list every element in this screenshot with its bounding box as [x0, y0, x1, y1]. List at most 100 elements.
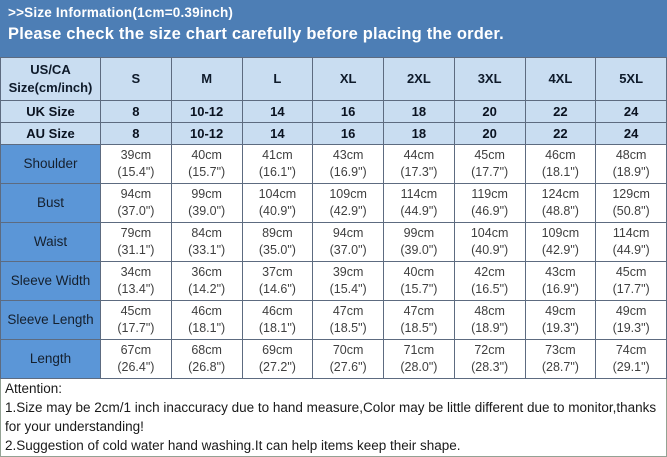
value-cell: 46cm (18.1"): [524, 144, 597, 184]
value-cell: 114cm (44.9"): [595, 222, 667, 262]
value-cell: 36cm (14.2"): [170, 261, 243, 301]
value-cell: 129cm (50.8"): [595, 183, 667, 223]
row-label: Sleeve Length: [0, 300, 101, 340]
value-cell: 47cm (18.5"): [312, 300, 384, 340]
value-cell: 41cm (16.1"): [241, 144, 314, 184]
table-row: Sleeve Width 34cm (13.4") 36cm (14.2") 37cm…: [0, 261, 667, 301]
size-table-body: UK Size 8 10-12 14 16 18 20 22 24 AU Size 8 10-12 14…: [0, 100, 667, 379]
table-row: UK Size 8 10-12 14 16 18 20 22 24: [0, 100, 667, 123]
size-info-title: >>Size Information(1cm=0.39inch): [8, 5, 234, 20]
attention-note: Attention: 1.Size may be 2cm/1 inch inac…: [0, 379, 667, 457]
value-cell: 94cm (37.0"): [100, 183, 172, 223]
table-row: Waist 79cm (31.1") 84cm (33.1") 89cm (35.0"…: [0, 222, 667, 262]
value-cell: 46cm (18.1"): [241, 300, 314, 340]
attention-heading: Attention:: [5, 381, 63, 396]
value-cell: 49cm (19.3"): [524, 300, 597, 340]
value-cell: 46cm (18.1"): [170, 300, 243, 340]
row-label: Length: [0, 339, 101, 379]
value-cell: 68cm (26.8"): [170, 339, 243, 379]
value-cell: 104cm (40.9"): [241, 183, 314, 223]
value-cell: 20: [453, 122, 526, 145]
value-cell: 84cm (33.1"): [170, 222, 243, 262]
value-cell: 8: [100, 100, 172, 123]
value-cell: 39cm (15.4"): [100, 144, 172, 184]
value-cell: 104cm (40.9"): [453, 222, 526, 262]
size-column-header: XL: [312, 57, 384, 101]
value-cell: 48cm (18.9"): [453, 300, 526, 340]
attention-line-2: 2.Suggestion of cold water hand washing.…: [5, 437, 461, 453]
size-column-header: M: [170, 57, 243, 101]
table-row: Shoulder 39cm (15.4") 40cm (15.7") 41cm (16…: [0, 144, 667, 184]
value-cell: 109cm (42.9"): [312, 183, 384, 223]
value-cell: 72cm (28.3"): [453, 339, 526, 379]
value-cell: 43cm (16.9"): [524, 261, 597, 301]
value-cell: 114cm (44.9"): [383, 183, 455, 223]
row-label: Bust: [0, 183, 101, 223]
value-cell: 73cm (28.7"): [524, 339, 597, 379]
table-row: Sleeve Length 45cm (17.7") 46cm (18.1") 46c…: [0, 300, 667, 340]
table-row: AU Size 8 10-12 14 16 18 20 22 24: [0, 122, 667, 145]
size-column-header: S: [100, 57, 172, 101]
value-cell: 47cm (18.5"): [383, 300, 455, 340]
value-cell: 43cm (16.9"): [312, 144, 384, 184]
value-cell: 45cm (17.7"): [100, 300, 172, 340]
row-label: Waist: [0, 222, 101, 262]
value-cell: 99cm (39.0"): [170, 183, 243, 223]
value-cell: 42cm (16.5"): [453, 261, 526, 301]
value-cell: 45cm (17.7"): [595, 261, 667, 301]
value-cell: 16: [312, 100, 384, 123]
value-cell: 10-12: [170, 100, 243, 123]
value-cell: 14: [241, 122, 314, 145]
size-table-header: US/CA Size(cm/inch) S M L XL 2XL 3XL 4XL 5XL: [0, 57, 667, 101]
value-cell: 34cm (13.4"): [100, 261, 172, 301]
size-chart-notice: Please check the size chart carefully be…: [8, 25, 504, 43]
value-cell: 10-12: [170, 122, 243, 145]
size-column-header: 4XL: [524, 57, 597, 101]
banner: >>Size Information(1cm=0.39inch) Please …: [0, 0, 667, 57]
value-cell: 99cm (39.0"): [383, 222, 455, 262]
corner-header-cell: US/CA Size(cm/inch): [0, 57, 101, 101]
value-cell: 74cm (29.1"): [595, 339, 667, 379]
value-cell: 70cm (27.6"): [312, 339, 384, 379]
value-cell: 48cm (18.9"): [595, 144, 667, 184]
value-cell: 14: [241, 100, 314, 123]
value-cell: 109cm (42.9"): [524, 222, 597, 262]
row-label: AU Size: [0, 122, 101, 145]
size-column-header: L: [241, 57, 314, 101]
value-cell: 49cm (19.3"): [595, 300, 667, 340]
row-label: Shoulder: [0, 144, 101, 184]
attention-line-1: 1.Size may be 2cm/1 inch inaccuracy due …: [5, 399, 657, 434]
value-cell: 18: [383, 122, 455, 145]
value-cell: 16: [312, 122, 384, 145]
table-row: Length 67cm (26.4") 68cm (26.8") 69cm (27.2…: [0, 339, 667, 379]
value-cell: 24: [595, 122, 667, 145]
value-cell: 24: [595, 100, 667, 123]
value-cell: 40cm (15.7"): [383, 261, 455, 301]
value-cell: 18: [383, 100, 455, 123]
value-cell: 22: [524, 122, 597, 145]
value-cell: 119cm (46.9"): [453, 183, 526, 223]
size-column-header: 5XL: [595, 57, 667, 101]
value-cell: 40cm (15.7"): [170, 144, 243, 184]
value-cell: 94cm (37.0"): [312, 222, 384, 262]
value-cell: 22: [524, 100, 597, 123]
table-row: Bust 94cm (37.0") 99cm (39.0") 104cm (40.9"…: [0, 183, 667, 223]
row-label: UK Size: [0, 100, 101, 123]
value-cell: 44cm (17.3"): [383, 144, 455, 184]
value-cell: 89cm (35.0"): [241, 222, 314, 262]
value-cell: 37cm (14.6"): [241, 261, 314, 301]
value-cell: 8: [100, 122, 172, 145]
size-column-header: 3XL: [453, 57, 526, 101]
value-cell: 67cm (26.4"): [100, 339, 172, 379]
value-cell: 39cm (15.4"): [312, 261, 384, 301]
value-cell: 20: [453, 100, 526, 123]
value-cell: 71cm (28.0"): [383, 339, 455, 379]
value-cell: 79cm (31.1"): [100, 222, 172, 262]
value-cell: 69cm (27.2"): [241, 339, 314, 379]
header-row: US/CA Size(cm/inch) S M L XL 2XL 3XL 4XL 5XL: [0, 57, 667, 101]
size-chart-table: US/CA Size(cm/inch) S M L XL 2XL 3XL 4XL 5XL UK …: [0, 57, 667, 379]
size-column-header: 2XL: [383, 57, 455, 101]
value-cell: 45cm (17.7"): [453, 144, 526, 184]
row-label: Sleeve Width: [0, 261, 101, 301]
